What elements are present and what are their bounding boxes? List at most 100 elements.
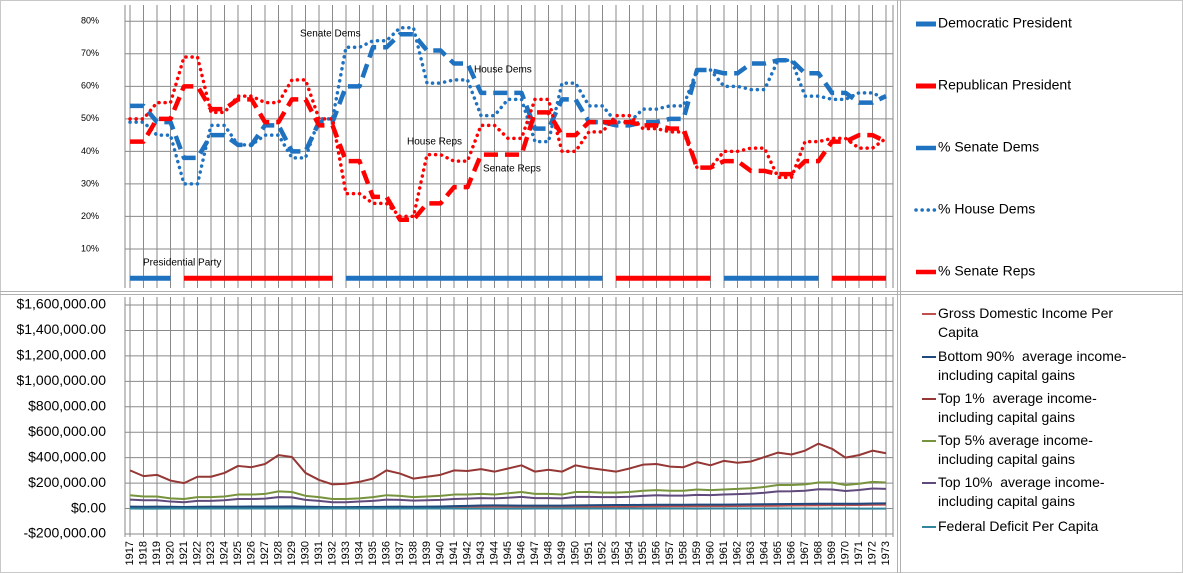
y-tick-label: 80%	[81, 16, 99, 26]
series-line	[129, 487, 887, 504]
x-tick-label: 1918	[137, 541, 149, 565]
x-tick-label: 1966	[785, 541, 797, 565]
x-tick-label: 1955	[637, 541, 649, 565]
x-tick-label: 1945	[502, 541, 514, 565]
x-tick-label: 1948	[542, 541, 554, 565]
y-tick-label: $200,000.00	[28, 474, 106, 490]
x-tick-label: 1943	[475, 541, 487, 565]
x-tick-label: 1922	[191, 541, 203, 565]
legend-label: Federal Deficit Per Capita	[938, 518, 1099, 534]
x-tick-label: 1935	[367, 541, 379, 565]
legend-label: Top 5% average income-including capital …	[938, 432, 1093, 467]
x-tick-label: 1965	[772, 541, 784, 565]
x-tick-label: 1964	[758, 541, 770, 565]
x-tick-label: 1956	[650, 541, 662, 565]
legend-label: % Senate Reps	[938, 263, 1035, 279]
x-tick-label: 1930	[299, 541, 311, 565]
y-tick-label: 10%	[81, 243, 99, 253]
x-tick-label: 1927	[259, 541, 271, 565]
x-tick-label: 1961	[718, 541, 730, 565]
x-tick-label: 1947	[529, 541, 541, 565]
x-tick-label: 1941	[448, 541, 460, 565]
series-line	[130, 84, 887, 222]
x-tick-label: 1950	[569, 541, 581, 565]
x-tick-label: 1971	[853, 541, 865, 565]
y-tick-label: 70%	[81, 48, 99, 58]
x-tick-label: 1933	[340, 541, 352, 565]
series-line	[129, 502, 887, 509]
series-line	[129, 480, 887, 501]
series-line	[130, 32, 887, 161]
y-tick-label: 60%	[81, 81, 99, 91]
legend-label: Democratic President	[938, 15, 1072, 31]
x-tick-label: 1967	[799, 541, 811, 565]
x-tick-label: 1958	[677, 541, 689, 565]
y-tick-label: 40%	[81, 146, 99, 156]
x-tick-label: 1925	[232, 541, 244, 565]
y-tick-label: $600,000.00	[28, 423, 106, 439]
x-tick-label: 1937	[394, 541, 406, 565]
x-tick-label: 1931	[313, 541, 325, 565]
x-tick-label: 1940	[434, 541, 446, 565]
annotation: House Dems	[474, 65, 532, 76]
legend-label: Top 10% average income-including capital…	[938, 474, 1105, 509]
x-tick-label: 1923	[205, 541, 217, 565]
y-tick-label: $400,000.00	[28, 448, 106, 464]
x-tick-label: 1929	[286, 541, 298, 565]
annotation: Presidential Party	[143, 258, 221, 269]
legend-label: % House Dems	[938, 201, 1035, 217]
y-tick-label: 20%	[81, 211, 99, 221]
y-tick-label: $1,600,000.00	[16, 296, 106, 312]
x-tick-label: 1921	[178, 541, 190, 565]
x-tick-label: 1917	[124, 541, 136, 565]
x-tick-label: 1972	[866, 541, 878, 565]
x-tick-label: 1919	[151, 541, 163, 565]
y-tick-label: -$200,000.00	[23, 525, 106, 541]
y-tick-label: $0.00	[71, 499, 106, 515]
x-tick-label: 1970	[839, 541, 851, 565]
y-tick-label: 50%	[81, 113, 99, 123]
x-tick-label: 1938	[407, 541, 419, 565]
x-tick-label: 1962	[731, 541, 743, 565]
annotation: House Reps	[407, 137, 462, 148]
x-tick-label: 1936	[380, 541, 392, 565]
x-tick-label: 1954	[623, 541, 635, 565]
x-tick-label: 1973	[880, 541, 892, 565]
x-tick-label: 1951	[583, 541, 595, 565]
legend-label: Top 1% average income-including capital …	[938, 390, 1097, 425]
legend-label: Republican President	[938, 77, 1071, 93]
series-line	[128, 26, 888, 186]
x-tick-label: 1960	[704, 541, 716, 565]
x-tick-label: 1932	[326, 541, 338, 565]
legend-label: Gross Domestic Income Per Capita	[938, 305, 1117, 340]
x-tick-label: 1926	[245, 541, 257, 565]
y-tick-label: 30%	[81, 178, 99, 188]
x-tick-label: 1968	[812, 541, 824, 565]
x-tick-label: 1924	[218, 541, 230, 565]
x-tick-label: 1944	[488, 541, 500, 565]
x-tick-label: 1959	[691, 541, 703, 565]
x-tick-label: 1942	[461, 541, 473, 565]
x-tick-label: 1934	[353, 541, 365, 565]
x-tick-label: 1957	[664, 541, 676, 565]
legend-label: Bottom 90% average income-including capi…	[938, 348, 1127, 383]
x-tick-label: 1939	[421, 541, 433, 565]
legend-label: % Senate Dems	[938, 139, 1039, 155]
x-tick-label: 1969	[826, 541, 838, 565]
series-line	[129, 442, 887, 486]
y-tick-label: $1,200,000.00	[16, 347, 106, 363]
x-tick-label: 1949	[556, 541, 568, 565]
y-tick-label: $1,400,000.00	[16, 321, 106, 337]
y-tick-label: $1,000,000.00	[16, 372, 106, 388]
x-tick-label: 1953	[610, 541, 622, 565]
x-tick-label: 1963	[745, 541, 757, 565]
annotation: Senate Dems	[300, 29, 361, 40]
annotation: Senate Reps	[483, 164, 541, 175]
series-line	[128, 55, 888, 219]
y-tick-label: $800,000.00	[28, 397, 106, 413]
x-tick-label: 1946	[515, 541, 527, 565]
x-tick-label: 1920	[164, 541, 176, 565]
x-tick-label: 1928	[272, 541, 284, 565]
